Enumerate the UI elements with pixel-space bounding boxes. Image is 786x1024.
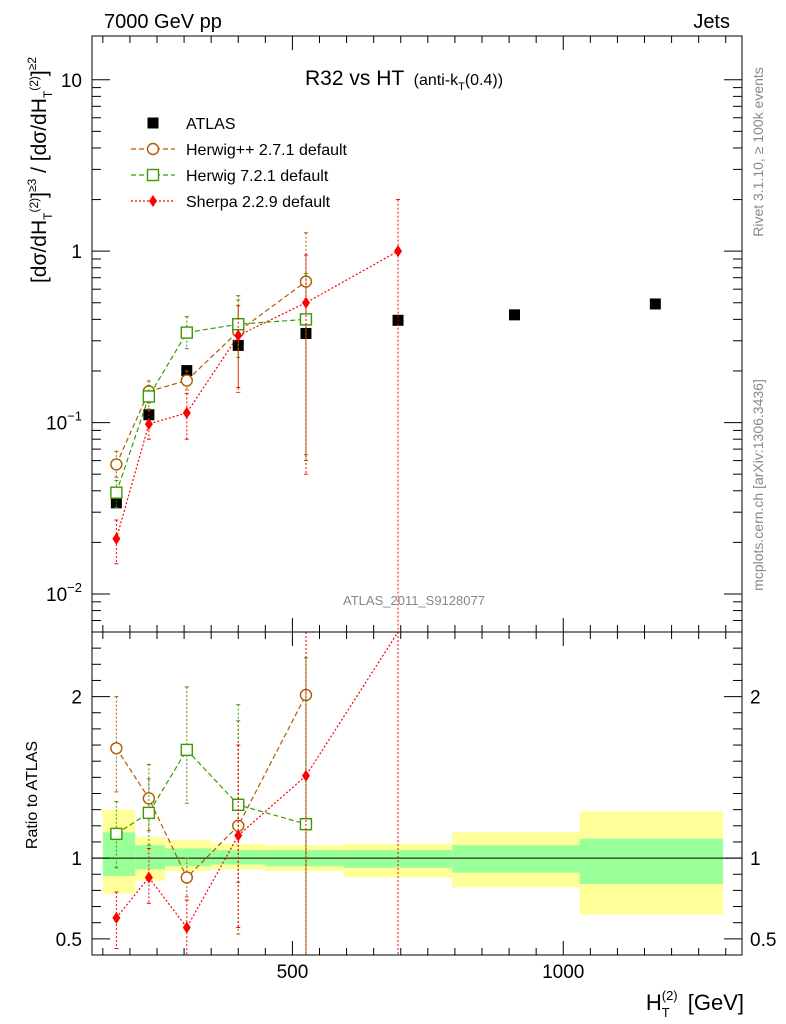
ratio-point-herwigpp (142, 792, 156, 805)
legend-label-herwig7: Herwig 7.2.1 default (186, 168, 329, 185)
ratio-point-sherpa (182, 921, 191, 934)
header-left: 7000 GeV pp (104, 11, 222, 33)
main-point-herwig7 (180, 326, 193, 339)
legend-entry-herwigpp: Herwig++ 2.7.1 default (131, 142, 348, 159)
side-text-mcplots: mcplots.cern.ch [arXiv:1306.3436] (750, 379, 766, 591)
main-point-sherpa (182, 406, 191, 419)
ratio-band-inner (165, 848, 212, 867)
main-point-herwig7 (110, 486, 123, 499)
legend-entry-herwig7: Herwig 7.2.1 default (131, 168, 329, 185)
main-point-herwig7 (142, 390, 156, 403)
ratio-band-inner (579, 838, 724, 884)
ratio-point-sherpa (234, 829, 243, 842)
chart-title-main: R32 vs HT (305, 67, 404, 90)
ratio-point-herwig7 (142, 806, 156, 820)
ratio-y-tick-label-right: 0.5 (750, 930, 776, 951)
x-tick-label: 500 (277, 962, 309, 983)
ratio-point-herwig7 (180, 743, 193, 757)
main-point-herwigpp (180, 374, 193, 387)
chart-title: R32 vs HT (anti-kT(0.4)) (305, 67, 503, 93)
legend-marker-herwigpp (146, 142, 160, 156)
legend-marker-herwig7 (146, 168, 160, 182)
ratio-point-herwig7 (232, 798, 245, 812)
legend-entry-sherpa: Sherpa 2.2.9 default (131, 194, 331, 211)
main-point-sherpa (301, 296, 310, 309)
ratio-band-inner (135, 845, 166, 870)
main-point-sherpa (394, 245, 403, 258)
ratio-point-sherpa (144, 871, 153, 884)
legend-label-sherpa: Sherpa 2.2.9 default (186, 194, 331, 211)
main-point-sherpa (234, 329, 243, 342)
main-series-sherpa (112, 199, 403, 632)
ratio-band-inner (452, 845, 580, 873)
ratio-point-sherpa (112, 911, 121, 924)
main-point-sherpa (144, 418, 153, 431)
legend-label-herwigpp: Herwig++ 2.7.1 default (186, 142, 348, 159)
y-tick-label: 1 (71, 242, 82, 263)
legend-marker-sherpa (149, 195, 157, 207)
ratio-point-herwigpp (180, 871, 193, 884)
ratio-y-tick-label: 2 (71, 688, 82, 709)
watermark: ATLAS_2011_S9128077 (343, 593, 485, 608)
ratio-point-herwigpp (110, 742, 123, 755)
main-line-sherpa (115, 250, 399, 539)
header-right: Jets (693, 11, 730, 33)
legend-marker-atlas (147, 117, 159, 129)
side-text-rivet: Rivet 3.1.10, ≥ 100k events (750, 67, 766, 237)
main-line-herwig7 (115, 318, 307, 493)
chart-title-sub-end: (0.4)) (465, 72, 503, 89)
chart-title-sub: (anti-k (414, 72, 459, 89)
main-point-atlas (509, 309, 520, 321)
legend: ATLAS Herwig++ 2.7.1 default Herwig 7.2.1 … (131, 116, 348, 211)
main-point-atlas (110, 497, 122, 509)
main-point-sherpa (112, 532, 121, 545)
ratio-point-sherpa (301, 769, 310, 782)
y-tick-label: 10−2 (46, 580, 82, 606)
y-axis-label-ratio: Ratio to ATLAS (24, 741, 41, 849)
ratio-y-tick-label-right: 1 (750, 849, 761, 870)
ratio-y-tick-label: 0.5 (56, 930, 82, 951)
ratio-y-tick-label: 1 (71, 849, 82, 870)
ratio-band-inner (343, 850, 453, 868)
ratio-y-tick-label-right: 2 (750, 688, 761, 709)
main-line-herwigpp (115, 281, 307, 465)
ratio-series-sherpa (112, 631, 399, 955)
x-tick-label: 1000 (542, 962, 584, 983)
main-point-herwig7 (232, 317, 245, 331)
y-tick-label: 10 (61, 71, 82, 92)
legend-label-atlas: ATLAS (186, 116, 236, 133)
y-axis-label-main: [dσ/dHT(2)]≥3 / [dσ/dHT(2)]≥2 (25, 57, 55, 283)
ratio-point-herwig7 (110, 827, 123, 841)
chart-title-sub-index: T (458, 81, 465, 93)
legend-entry-atlas: ATLAS (147, 116, 236, 133)
main-point-herwigpp (110, 458, 123, 471)
main-point-atlas (649, 298, 661, 310)
